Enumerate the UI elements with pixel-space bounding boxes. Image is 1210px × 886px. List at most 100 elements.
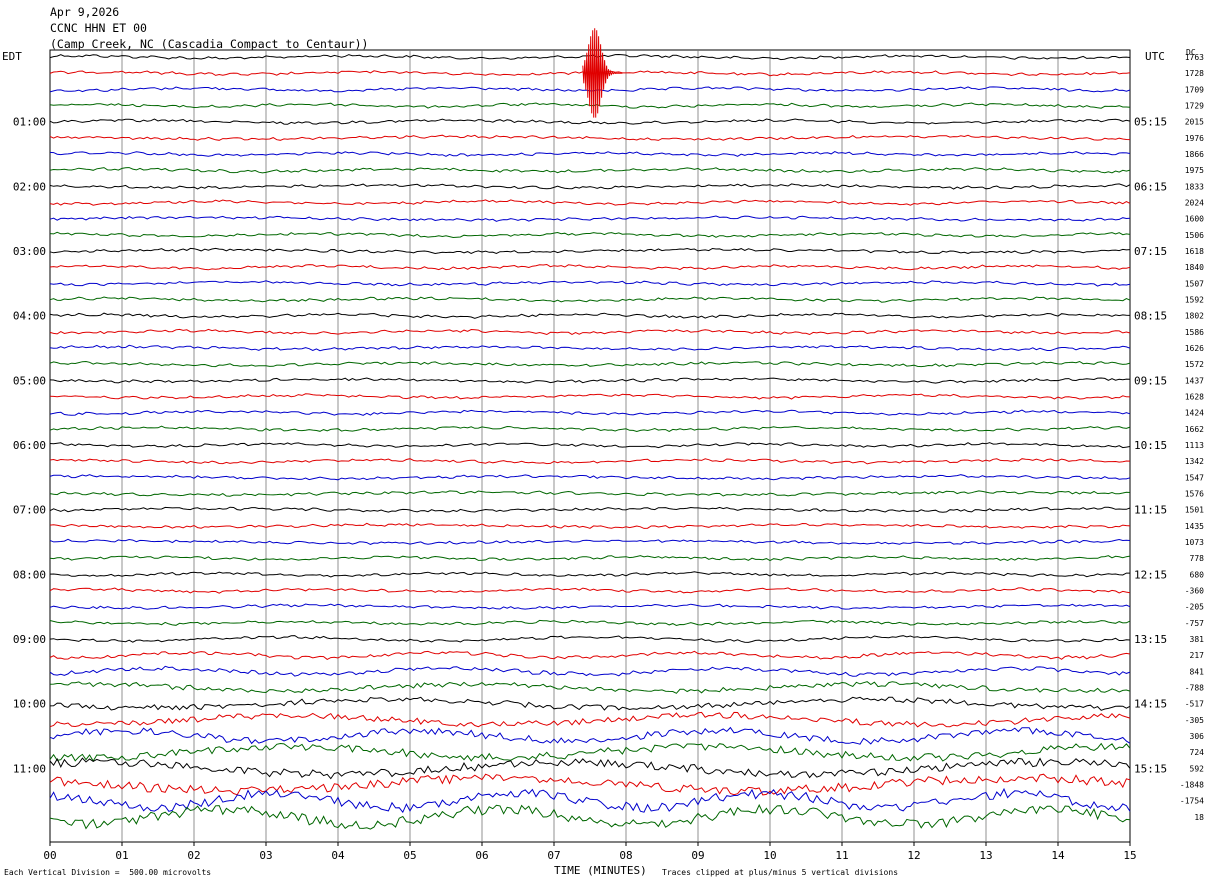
left-hour-label: 04:00 [13, 310, 46, 323]
x-tick-label: 02 [187, 849, 200, 862]
right-hour-label: 14:15 [1134, 698, 1167, 711]
x-tick-label: 03 [259, 849, 272, 862]
dc-offset-label: 1506 [1185, 231, 1204, 240]
seismic-trace [49, 603, 1131, 610]
seismic-trace [49, 696, 1131, 711]
seismic-trace [49, 757, 1131, 780]
dc-offset-label: 592 [1190, 764, 1205, 773]
left-hour-label: 08:00 [13, 568, 46, 581]
dc-offset-label: 1975 [1185, 166, 1204, 175]
dc-offset-label: 1709 [1185, 85, 1204, 94]
seismic-trace [49, 296, 1131, 303]
scale-note: Each Vertical Division = 500.00 microvol… [4, 868, 212, 877]
left-hour-label: 05:00 [13, 374, 46, 387]
dc-offset-label: 2024 [1185, 199, 1204, 208]
seismic-trace [49, 280, 1131, 287]
seismic-trace [49, 150, 1131, 157]
left-hour-label: 02:00 [13, 180, 46, 193]
dc-offset-label: -788 [1185, 684, 1204, 693]
dc-offset-label: -360 [1185, 587, 1204, 596]
dc-offset-label: 1113 [1185, 441, 1204, 450]
dc-offset-label: 1628 [1185, 393, 1204, 402]
dc-offset-label: 18 [1194, 813, 1204, 822]
seismic-trace [49, 312, 1131, 319]
seismic-trace [49, 247, 1131, 255]
right-hour-label: 05:15 [1134, 116, 1167, 129]
x-tick-label: 15 [1123, 849, 1136, 862]
right-hour-label: 10:15 [1134, 439, 1167, 452]
seismic-trace [49, 587, 1131, 594]
seismic-trace [49, 215, 1131, 222]
seismic-trace [49, 538, 1131, 545]
x-tick-label: 05 [403, 849, 416, 862]
dc-offset-label: -305 [1185, 716, 1204, 725]
right-hour-label: 09:15 [1134, 374, 1167, 387]
chart-date: Apr 9,2026 [50, 5, 120, 19]
seismic-trace [49, 474, 1131, 481]
dc-offset-label: 724 [1190, 748, 1205, 757]
right-hour-label: 13:15 [1134, 633, 1167, 646]
seismic-trace [49, 635, 1131, 643]
right-hour-label: 15:15 [1134, 762, 1167, 775]
clip-note: Traces clipped at plus/minus 5 vertical … [662, 868, 899, 877]
x-tick-label: 11 [835, 849, 848, 862]
dc-offset-label: 217 [1190, 651, 1205, 660]
left-hour-label: 03:00 [13, 245, 46, 258]
dc-offset-label: 1729 [1185, 102, 1204, 111]
seismic-trace [49, 650, 1131, 660]
seismic-trace [49, 199, 1131, 206]
dc-offset-label: 1626 [1185, 344, 1204, 353]
seismic-trace [49, 571, 1130, 578]
x-tick-label: 08 [619, 849, 632, 862]
station-code: CCNC HHN ET 00 [50, 21, 147, 35]
x-tick-label: 13 [979, 849, 992, 862]
dc-offset-label: -1754 [1180, 797, 1204, 806]
plot-frame [49, 49, 1131, 843]
seismic-trace [49, 803, 1131, 830]
seismic-trace [49, 506, 1131, 513]
dc-header-label: DC [1186, 48, 1196, 57]
dc-offset-label: -1848 [1180, 781, 1204, 790]
dc-offset-label: 306 [1190, 732, 1205, 741]
seismic-trace [49, 360, 1131, 368]
seismic-trace [49, 263, 1131, 271]
seismic-trace [49, 118, 1131, 125]
dc-offset-label: 1586 [1185, 328, 1204, 337]
x-tick-label: 12 [907, 849, 920, 862]
dc-offset-label: 1833 [1185, 182, 1204, 191]
event-spike [582, 28, 623, 118]
dc-offset-label: 381 [1190, 635, 1205, 644]
chart-header: Apr 9,2026 CCNC HHN ET 00 (Camp Creek, N… [50, 4, 369, 52]
seismic-trace [49, 490, 1131, 497]
dc-offset-label: 1840 [1185, 263, 1204, 272]
dc-offset-label: 1507 [1185, 279, 1204, 288]
right-hour-label: 12:15 [1134, 568, 1167, 581]
x-tick-label: 09 [691, 849, 704, 862]
seismic-trace [49, 377, 1131, 384]
dc-offset-label: 1728 [1185, 69, 1204, 78]
seismic-trace [49, 344, 1131, 352]
seismic-trace [49, 134, 1131, 141]
x-tick-label: 06 [475, 849, 488, 862]
dc-offset-label: 1576 [1185, 490, 1204, 499]
left-timezone-label: EDT [2, 50, 22, 63]
seismic-trace [49, 231, 1131, 239]
seismic-trace [49, 442, 1131, 449]
left-hour-label: 06:00 [13, 439, 46, 452]
left-hour-label: 07:00 [13, 504, 46, 517]
x-tick-label: 01 [115, 849, 128, 862]
dc-offset-label: 1763 [1185, 53, 1204, 62]
dc-offset-label: 1662 [1185, 425, 1204, 434]
seismic-trace [49, 773, 1131, 796]
dc-offset-label: 1437 [1185, 376, 1204, 385]
seismic-trace [49, 787, 1131, 814]
right-hour-label: 11:15 [1134, 504, 1167, 517]
dc-offset-label: 1802 [1185, 312, 1204, 321]
dc-offset-label: 2015 [1185, 118, 1204, 127]
dc-offset-label: -517 [1185, 700, 1204, 709]
dc-offset-label: 1501 [1185, 506, 1204, 515]
dc-offset-label: -205 [1185, 603, 1204, 612]
seismic-trace [49, 409, 1131, 416]
seismic-trace [49, 742, 1131, 762]
